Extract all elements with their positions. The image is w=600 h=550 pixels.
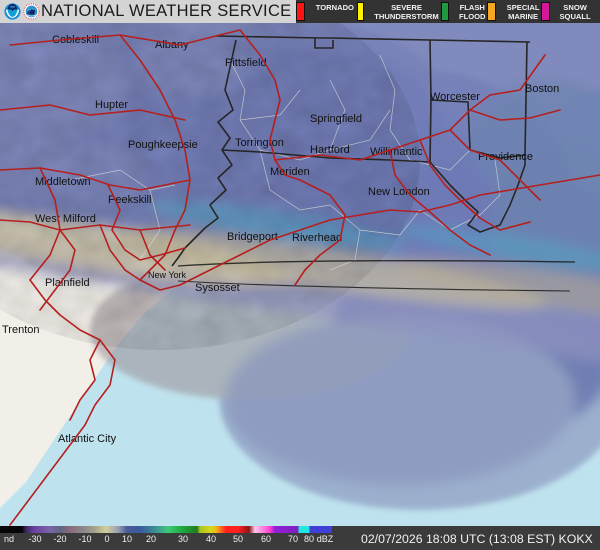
svg-text:Plainfield: Plainfield [45, 277, 90, 289]
svg-text:Poughkeepsie: Poughkeepsie [128, 139, 198, 151]
svg-text:Torrington: Torrington [235, 137, 284, 149]
svg-text:New London: New London [368, 186, 430, 198]
svg-text:Boston: Boston [525, 83, 559, 95]
svg-text:Atlantic City: Atlantic City [58, 433, 117, 445]
svg-text:Sysosset: Sysosset [195, 282, 240, 294]
svg-text:Springfield: Springfield [310, 113, 362, 125]
svg-text:Middletown: Middletown [35, 176, 91, 188]
svg-text:Albany: Albany [155, 39, 189, 51]
svg-text:New York: New York [148, 270, 187, 280]
svg-text:Worcester: Worcester [430, 91, 480, 103]
svg-text:Hupter: Hupter [95, 99, 128, 111]
svg-text:Providence: Providence [478, 151, 533, 163]
svg-text:West Milford: West Milford [35, 213, 96, 225]
svg-text:Bridgeport: Bridgeport [227, 231, 278, 243]
svg-text:Pittsfield: Pittsfield [225, 57, 267, 69]
svg-text:Trenton: Trenton [2, 324, 40, 336]
svg-text:Riverhead: Riverhead [292, 232, 342, 244]
svg-text:Hartford: Hartford [310, 144, 350, 156]
